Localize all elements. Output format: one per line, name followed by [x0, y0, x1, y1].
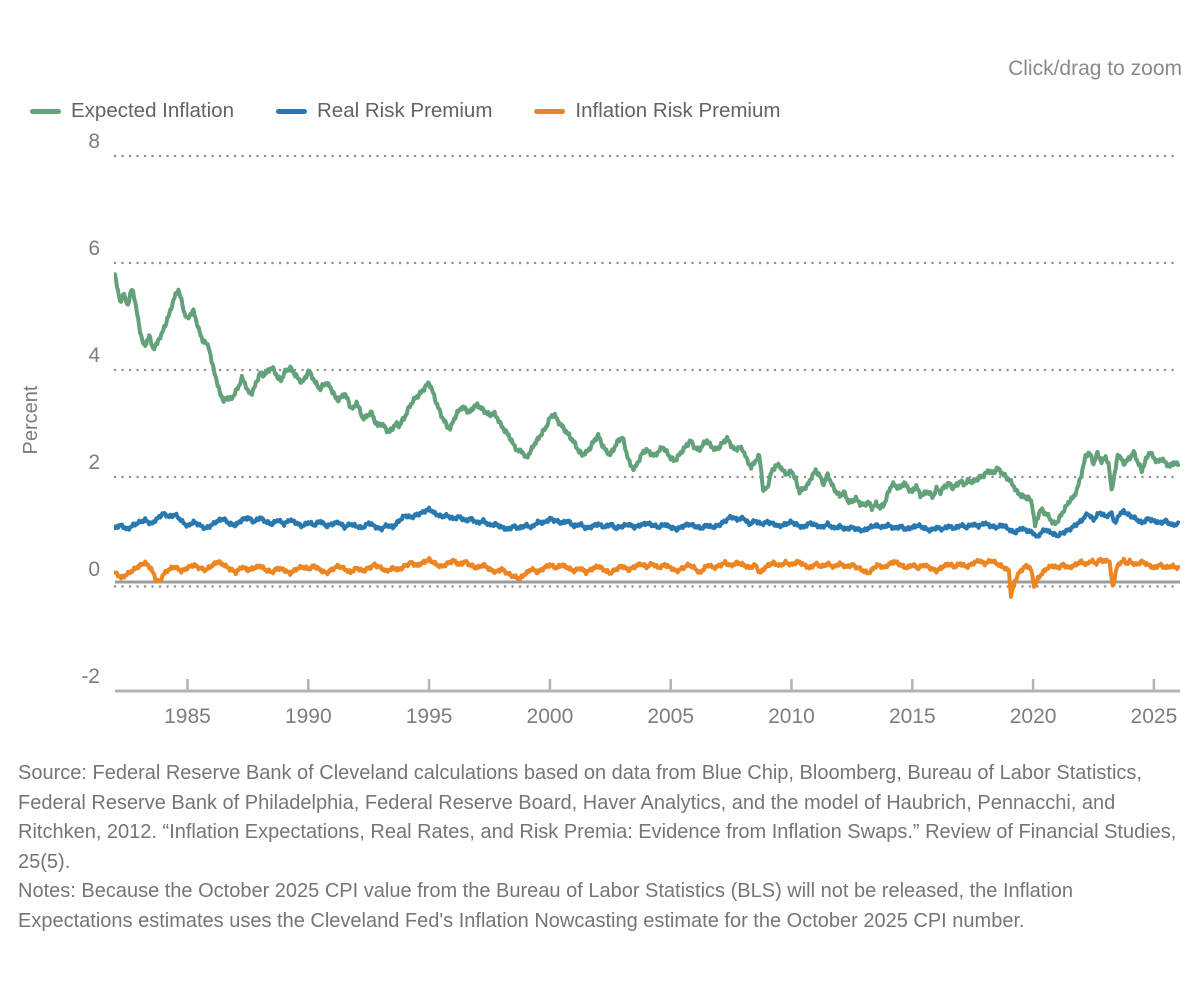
x-tick-label: 2025 [1131, 705, 1178, 728]
x-tick-label: 2000 [527, 705, 574, 728]
y-tick-label: 0 [88, 558, 100, 581]
series-line-real-risk-premium [114, 505, 1181, 539]
y-tick-label: 6 [88, 237, 100, 260]
expected-inflation-swatch-icon [30, 108, 61, 114]
zoom-hint-label: Click/drag to zoom [1008, 57, 1182, 80]
x-tick-label: 1990 [285, 705, 332, 728]
plot-area[interactable] [115, 135, 1180, 691]
legend-item-inflation-risk-premium[interactable]: Inflation Risk Premium [534, 99, 780, 123]
chart-footnotes: Source: Federal Reserve Bank of Clevelan… [18, 759, 1188, 936]
tick-labels-group: 8 6 4 2 0 -2 1985 1990 1995 2000 2005 2010 2015 2020 2… [81, 130, 1177, 728]
legend-label: Inflation Risk Premium [575, 99, 781, 122]
legend: Expected Inflation Real Risk Premium Inf… [30, 99, 780, 123]
y-axis-title: Percent [20, 385, 42, 454]
legend-label: Real Risk Premium [316, 99, 493, 122]
y-tick-label: 2 [88, 451, 100, 474]
y-tick-label: 4 [88, 344, 100, 367]
x-tick-label: 2020 [1010, 705, 1057, 728]
legend-item-expected-inflation[interactable]: Expected Inflation [30, 99, 234, 123]
x-axis-group [115, 679, 1180, 693]
x-tick-label: 1985 [164, 705, 211, 728]
real-risk-premium-swatch-icon [275, 108, 307, 114]
chart-plot-svg: Percent 8 6 4 2 0 -2 1985 1990 1995 2000 2005 2010 2… [20, 130, 1182, 728]
notes-text: Notes: Because the October 2025 CPI valu… [18, 880, 1074, 932]
chart-container: Click/drag to zoom Expected Inflation Re… [20, 57, 1182, 728]
gridlines-group [113, 154, 1182, 588]
y-tick-label: 8 [88, 130, 100, 153]
x-tick-label: 1995 [406, 705, 453, 728]
x-tick-label: 2010 [768, 705, 815, 728]
legend-label: Expected Inflation [71, 99, 234, 122]
x-tick-label: 2005 [647, 705, 694, 728]
inflation-risk-premium-swatch-icon [534, 108, 566, 114]
series-lines-group [114, 272, 1181, 599]
y-tick-label: -2 [81, 665, 100, 688]
x-tick-label: 2015 [889, 705, 936, 728]
legend-item-real-risk-premium[interactable]: Real Risk Premium [275, 99, 493, 123]
source-text: Source: Federal Reserve Bank of Clevelan… [18, 762, 1177, 873]
series-line-inflation-risk-premium [114, 556, 1181, 599]
series-line-expected-inflation [114, 272, 1181, 529]
